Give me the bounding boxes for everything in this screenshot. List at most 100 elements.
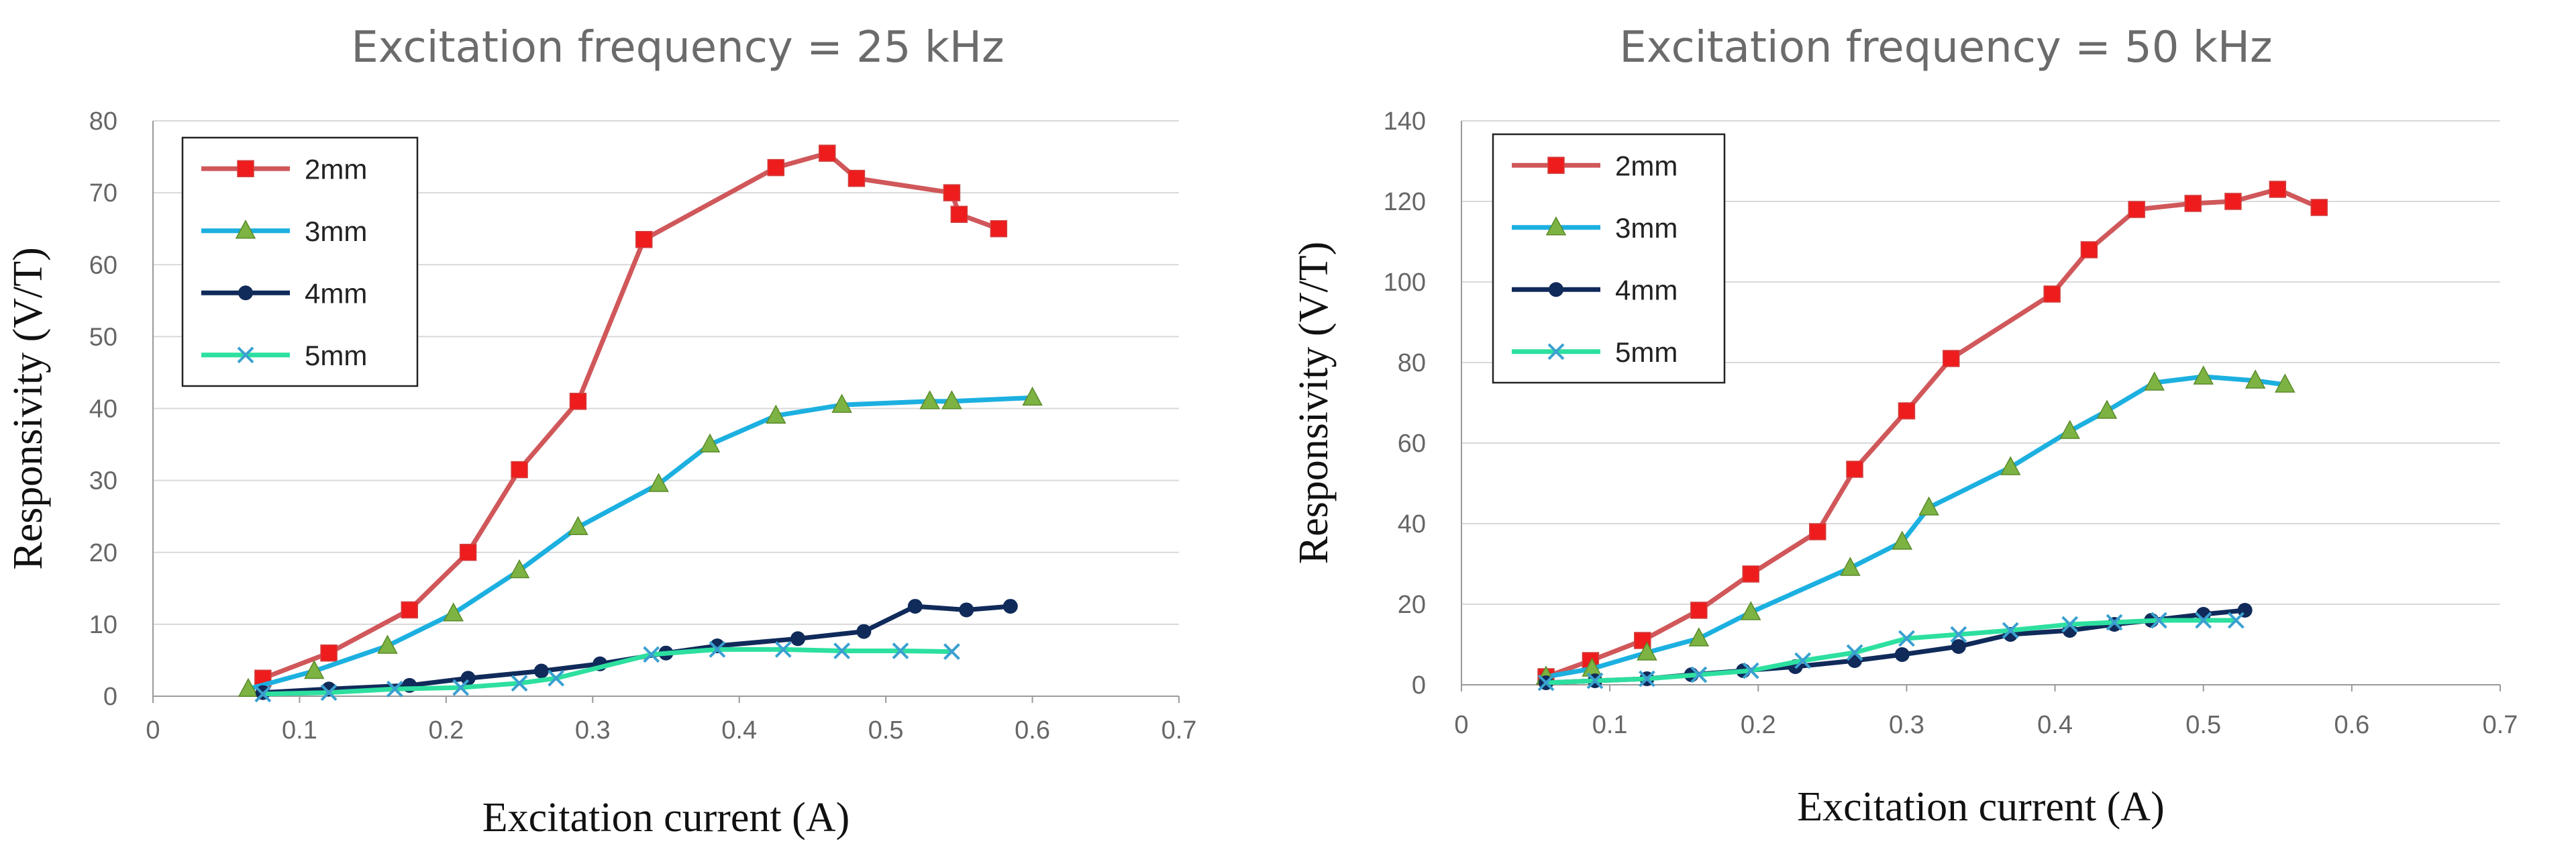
legend-label-2mm: 2mm (1615, 150, 1678, 181)
data-point (533, 663, 549, 679)
legend-marker-4mm (1549, 282, 1563, 297)
y-tick-label: 50 (89, 323, 117, 351)
data-point (2227, 612, 2245, 629)
x-tick-label: 0.6 (1015, 716, 1050, 745)
legend-marker-5mm (1547, 343, 1565, 361)
series-line-2mm (1545, 187, 2320, 679)
legend-label-3mm: 3mm (1615, 212, 1678, 244)
data-point (1846, 644, 1863, 661)
data-point (856, 624, 872, 639)
x-tick-label: 0.3 (1889, 711, 1924, 739)
data-point (1742, 662, 1759, 679)
data-point (833, 642, 851, 659)
series-3mm (238, 386, 1043, 698)
y-axis-label: Responsivity (V/T) (1291, 242, 1337, 564)
data-point (1637, 641, 1657, 661)
y-tick-label: 10 (89, 611, 117, 639)
data-point (1898, 630, 1915, 647)
data-point (238, 677, 259, 698)
y-axis-label: Responsivity (V/T) (5, 247, 51, 569)
x-tick-label: 0.7 (2483, 711, 2518, 739)
data-point (569, 393, 587, 410)
data-point (1586, 672, 1604, 689)
data-point (2144, 371, 2165, 391)
series-5mm (254, 640, 960, 703)
x-tick-label: 0 (1454, 711, 1468, 739)
legend-label-5mm: 5mm (1615, 336, 1678, 368)
data-point (2184, 195, 2202, 212)
data-point (511, 461, 528, 479)
series-5mm (1537, 612, 2245, 692)
data-point (254, 685, 272, 703)
data-point (1690, 666, 1708, 683)
data-point (2310, 199, 2328, 216)
data-point (2224, 193, 2242, 210)
data-point (1022, 386, 1043, 406)
data-point (1951, 639, 1966, 654)
x-tick-label: 0.5 (2185, 711, 2221, 739)
data-point (943, 643, 960, 660)
y-tick-label: 70 (89, 179, 117, 207)
data-point (320, 644, 338, 662)
y-tick-label: 60 (1398, 430, 1426, 458)
data-point (1918, 496, 1939, 516)
y-tick-label: 20 (89, 539, 117, 567)
data-point (919, 390, 940, 410)
chart-1: Excitation frequency = 25 kHz 0 10 20 30 40 50… (5, 23, 1196, 841)
data-point (1846, 461, 1863, 478)
series-line-5mm (262, 647, 952, 697)
data-point (1892, 530, 1913, 550)
legend-label-4mm: 4mm (1615, 274, 1678, 305)
data-point (1794, 652, 1812, 669)
legend-label-2mm: 2mm (305, 153, 367, 185)
data-point (709, 640, 726, 658)
data-point (1950, 626, 1967, 643)
legend: 2mm 3mm 4mm 5mm (181, 136, 419, 387)
data-point (699, 433, 721, 452)
data-point (2245, 369, 2266, 389)
y-tick-label: 80 (1398, 349, 1426, 377)
chart-title: Excitation frequency = 25 kHz (351, 23, 1004, 73)
legend-label-3mm: 3mm (305, 216, 367, 247)
x-tick-label: 0.2 (428, 716, 464, 745)
data-point (943, 184, 961, 201)
data-point (1840, 557, 1861, 576)
data-point (892, 642, 909, 659)
y-tick-label: 80 (89, 107, 117, 136)
data-point (1943, 350, 1960, 367)
data-point (377, 634, 398, 654)
data-point (2043, 285, 2061, 303)
y-tick-label: 40 (1398, 510, 1426, 538)
x-tick-label: 0.2 (1741, 711, 1776, 739)
x-tick-label: 0.5 (868, 716, 904, 745)
x-tick-label: 0.1 (282, 716, 317, 745)
y-tick-label: 100 (1384, 269, 1426, 297)
data-point (767, 158, 785, 177)
data-point (2275, 373, 2296, 393)
chart-title: Excitation frequency = 50 kHz (1619, 23, 2272, 73)
data-point (847, 169, 866, 187)
legend-label-4mm: 4mm (305, 277, 367, 309)
data-point (2002, 622, 2019, 639)
data-point (907, 599, 923, 614)
x-tick-label: 0.7 (1162, 716, 1197, 745)
data-point (401, 601, 418, 619)
legend: 2mm 3mm 4mm 5mm (1492, 133, 1726, 384)
data-point (2061, 616, 2079, 633)
data-point (2106, 614, 2123, 631)
data-point (766, 404, 786, 424)
data-point (2150, 612, 2167, 629)
data-point (511, 675, 528, 692)
x-tick-label: 0 (146, 716, 160, 745)
data-point (459, 544, 477, 561)
data-point (941, 390, 962, 410)
data-point (1537, 674, 1555, 692)
y-tick-label: 20 (1398, 591, 1426, 619)
data-point (1639, 670, 1655, 687)
data-point (831, 393, 852, 413)
data-point (1002, 599, 1018, 614)
data-point (548, 669, 565, 687)
data-point (1898, 402, 1916, 420)
data-point (1742, 565, 1759, 583)
